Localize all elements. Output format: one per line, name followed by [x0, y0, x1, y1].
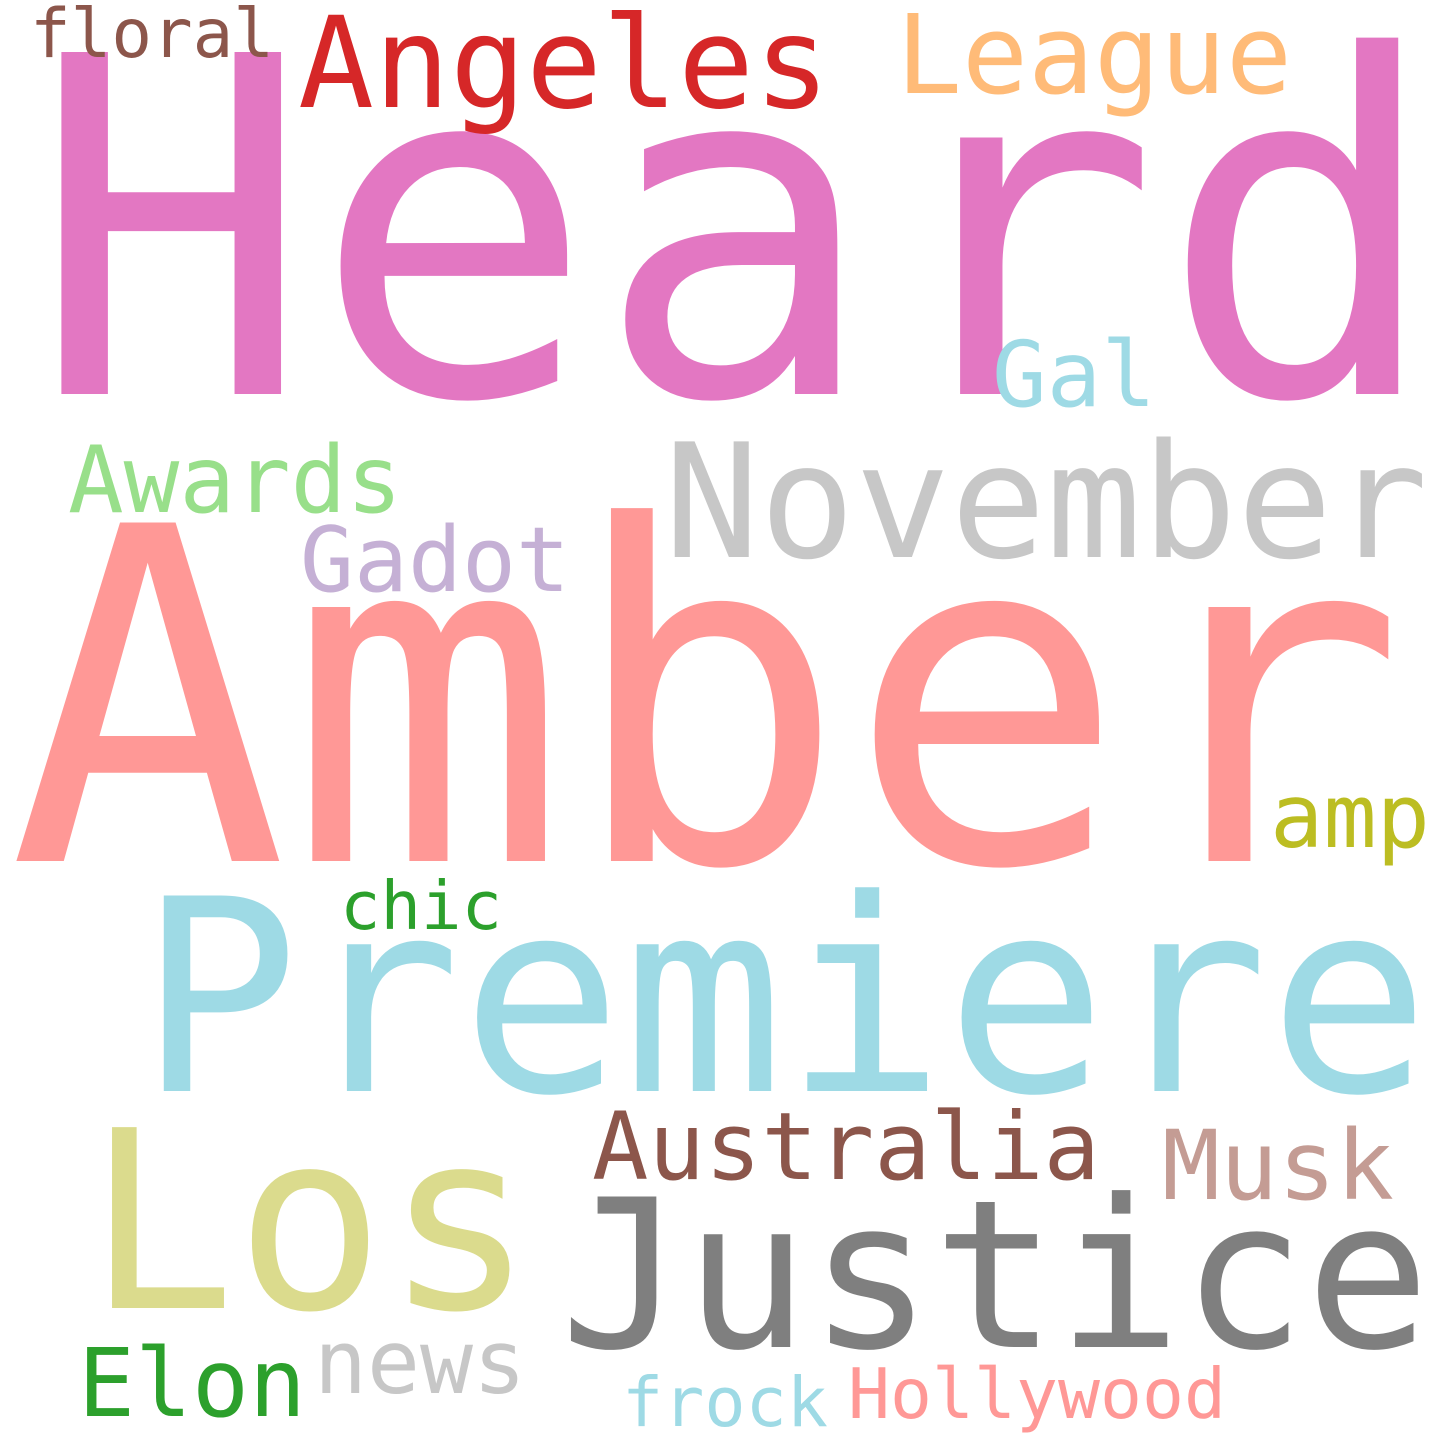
word-frock: frock: [621, 1362, 828, 1443]
word-chic: chic: [340, 867, 502, 946]
word-musk: Musk: [1162, 1109, 1394, 1222]
word-hollywood: Hollywood: [847, 1354, 1227, 1436]
word-australia: Australia: [592, 1093, 1100, 1203]
word-november: November: [663, 410, 1428, 595]
word-heard: Heard: [30, 0, 1440, 506]
word-amp: amp: [1270, 764, 1430, 868]
word-premiere: Premiere: [137, 842, 1430, 1155]
word-justice: Justice: [559, 1154, 1430, 1396]
word-gadot: Gadot: [300, 509, 570, 614]
word-los: Los: [86, 1078, 534, 1367]
word-angeles: Angeles: [298, 0, 830, 137]
word-news: news: [314, 1310, 526, 1414]
word-awards: Awards: [67, 425, 403, 534]
word-gal: Gal: [992, 322, 1156, 428]
word-floral: floral: [30, 0, 274, 74]
word-elon: Elon: [78, 1328, 306, 1439]
word-league: League: [896, 0, 1292, 120]
word-amber: Amber: [8, 429, 1406, 971]
